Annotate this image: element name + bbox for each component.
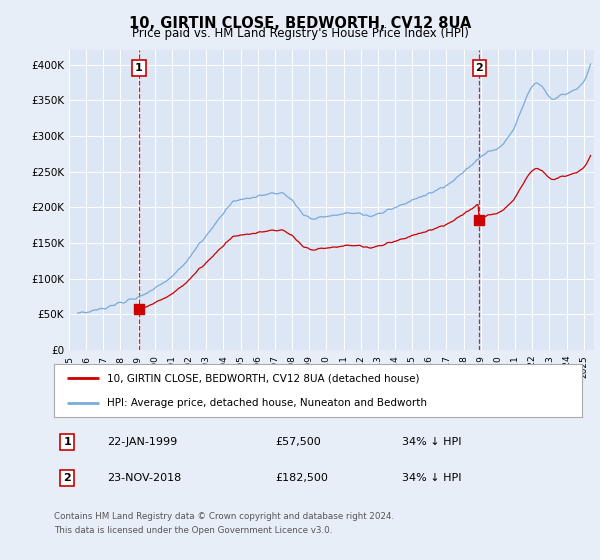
Text: 34% ↓ HPI: 34% ↓ HPI — [403, 473, 462, 483]
Text: 1: 1 — [135, 63, 143, 73]
Text: 22-JAN-1999: 22-JAN-1999 — [107, 437, 177, 447]
Text: £182,500: £182,500 — [276, 473, 329, 483]
Text: 1: 1 — [64, 437, 71, 447]
Text: 2: 2 — [476, 63, 483, 73]
Text: 10, GIRTIN CLOSE, BEDWORTH, CV12 8UA (detached house): 10, GIRTIN CLOSE, BEDWORTH, CV12 8UA (de… — [107, 374, 419, 384]
Text: 2: 2 — [64, 473, 71, 483]
Text: Contains HM Land Registry data © Crown copyright and database right 2024.: Contains HM Land Registry data © Crown c… — [54, 512, 394, 521]
Text: £57,500: £57,500 — [276, 437, 322, 447]
Text: Price paid vs. HM Land Registry's House Price Index (HPI): Price paid vs. HM Land Registry's House … — [131, 27, 469, 40]
Text: HPI: Average price, detached house, Nuneaton and Bedworth: HPI: Average price, detached house, Nune… — [107, 398, 427, 408]
Text: This data is licensed under the Open Government Licence v3.0.: This data is licensed under the Open Gov… — [54, 526, 332, 535]
Text: 34% ↓ HPI: 34% ↓ HPI — [403, 437, 462, 447]
Text: 23-NOV-2018: 23-NOV-2018 — [107, 473, 181, 483]
Text: 10, GIRTIN CLOSE, BEDWORTH, CV12 8UA: 10, GIRTIN CLOSE, BEDWORTH, CV12 8UA — [129, 16, 471, 31]
